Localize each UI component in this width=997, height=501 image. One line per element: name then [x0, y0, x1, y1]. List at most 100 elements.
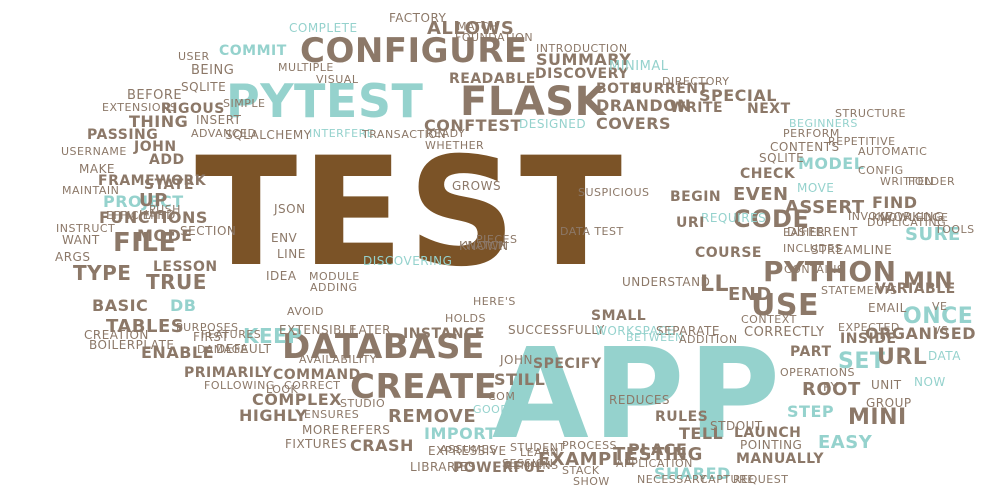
word: ENABLE — [141, 343, 215, 362]
word: INTERFERE — [309, 127, 375, 140]
word: IDEA — [266, 269, 297, 283]
word: ROOT — [802, 379, 861, 400]
word: WORKING — [881, 210, 944, 224]
word: TRUE — [146, 270, 207, 294]
word: LINE — [277, 247, 306, 261]
word: PROJECT — [103, 192, 184, 211]
word: SQLITE — [181, 80, 227, 94]
word: READY — [426, 127, 466, 140]
word: SESSION — [502, 457, 554, 470]
word: CONFTEST — [424, 116, 522, 135]
word: URL — [877, 345, 928, 370]
word: DISCOVERING — [363, 254, 453, 268]
word: LOOK — [266, 383, 299, 396]
word: WORKSPACE — [595, 324, 676, 338]
word: MINI — [848, 405, 907, 430]
word: BEGINNERS — [789, 117, 858, 130]
word: PROCESS — [562, 439, 618, 452]
word: VISUAL — [316, 73, 359, 86]
word: BEING — [191, 63, 235, 78]
word: DISCOVERY — [535, 66, 629, 82]
word: COVERS — [596, 114, 672, 133]
word: FACTORY — [389, 11, 447, 25]
word: REDUCES — [609, 393, 671, 407]
word: DIRECTORY — [662, 75, 730, 88]
word: URI — [676, 215, 705, 231]
word: ENSURES — [304, 408, 360, 421]
word: SEPARATE — [656, 324, 720, 338]
word: VE — [932, 300, 948, 313]
word: REMAINS — [505, 459, 559, 472]
word: HOLDS — [445, 312, 487, 325]
word: MAINTAIN — [62, 184, 120, 197]
word: SMALL — [591, 308, 647, 324]
word: BOTH — [596, 81, 642, 97]
word: EASIER — [783, 226, 826, 239]
word: FRAMEWORK — [98, 173, 207, 189]
word: INSTRUCT — [56, 222, 116, 235]
word: ADVANCED — [191, 127, 257, 140]
word: BASIC — [92, 296, 149, 315]
word: RULES — [655, 409, 709, 425]
word: PIECES — [476, 233, 518, 246]
word: STILL — [494, 370, 546, 389]
word: FOLDER — [908, 175, 956, 188]
word: SUMMARY — [536, 50, 632, 69]
word: INCLUDES — [783, 242, 843, 255]
word: JOHN — [134, 139, 177, 155]
word: APP — [492, 322, 784, 467]
word: VARIABLE — [875, 281, 956, 297]
word: CORRECTLY — [744, 325, 825, 340]
word: MODE — [137, 226, 193, 245]
word: STRUCTURE — [835, 107, 906, 120]
word: CONTAINS — [784, 263, 845, 276]
word: TEST — [195, 126, 627, 300]
word: TESTING — [613, 444, 703, 465]
word: NECESSARY — [637, 473, 707, 486]
word: UNIT — [871, 378, 902, 392]
word: SQLALCHEMY — [225, 128, 312, 142]
word: SUCCESSFULLY — [508, 323, 605, 337]
word: DATA TEST — [560, 225, 624, 238]
word: SHARED — [654, 464, 731, 483]
word: VS — [933, 324, 949, 337]
word: EFFICIENT — [106, 209, 167, 222]
word: COMPLEX — [252, 390, 342, 409]
word: CRASH — [350, 436, 414, 455]
word: STUDIO — [340, 397, 386, 410]
word: TOOLS — [935, 223, 975, 236]
word: IMPORT — [424, 424, 497, 443]
word: JOHN — [500, 353, 533, 367]
word: USE — [751, 288, 819, 323]
word: REFERS — [341, 423, 391, 437]
word: SQLITE — [759, 151, 805, 165]
word: COM — [488, 390, 516, 403]
word: REPETITIVE — [828, 135, 896, 148]
word: USERNAME — [61, 145, 127, 158]
word: KEEP — [243, 324, 303, 348]
word: MATCH — [457, 20, 498, 33]
word: REMOVE — [388, 406, 477, 427]
word: APPLICATION — [616, 457, 693, 470]
word: BEGIN — [670, 189, 722, 205]
word: UNDERSTAND — [622, 275, 711, 289]
word: AUTOMATIC — [858, 145, 928, 158]
word: INSIDE — [840, 331, 897, 347]
word: PYTEST — [226, 74, 424, 128]
word: DATABASE — [282, 327, 485, 367]
word: DAMAGE — [197, 343, 249, 356]
word: HARD — [139, 208, 176, 222]
word: RIGOUS — [161, 101, 225, 117]
word: PERFORM — [783, 127, 840, 140]
word: ASSUMES — [440, 443, 497, 456]
word: SET — [838, 349, 886, 374]
word: DEFAULT — [216, 342, 272, 356]
word: FIRST — [193, 330, 230, 344]
word: PY — [823, 380, 839, 394]
word: ADDITION — [679, 333, 738, 346]
word: ORGANISED — [865, 324, 977, 343]
word: INSERT — [196, 113, 242, 127]
word: KNOWN — [459, 239, 509, 253]
word: MANUALLY — [736, 451, 825, 467]
